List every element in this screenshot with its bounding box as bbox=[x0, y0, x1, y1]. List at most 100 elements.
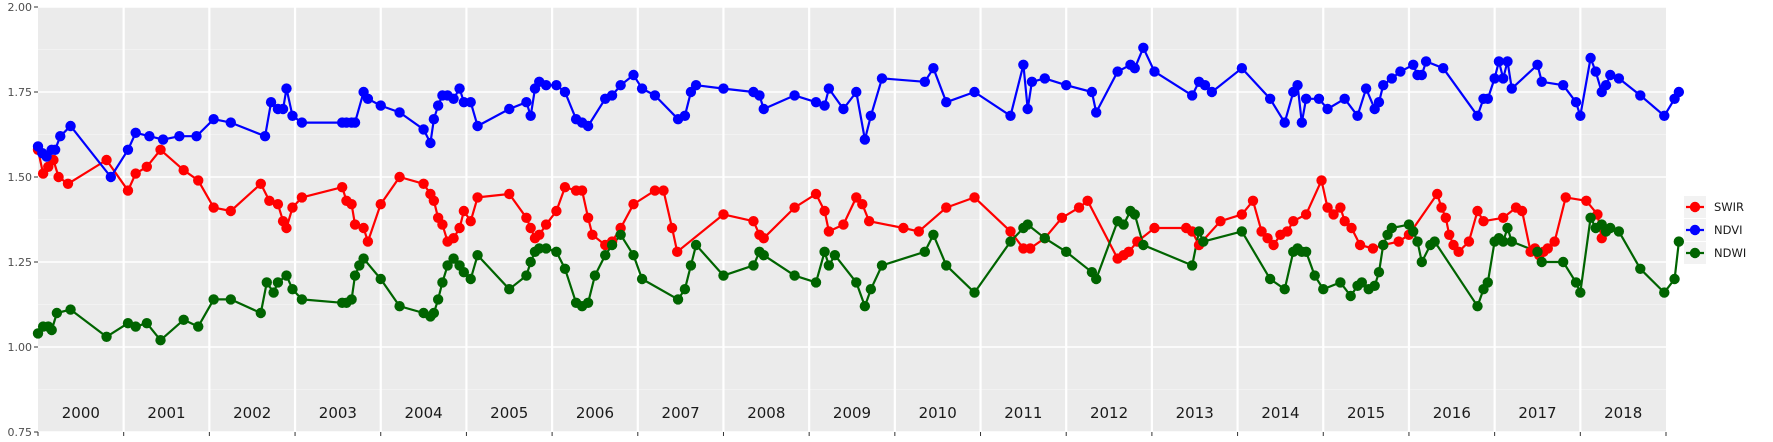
data-point-swir bbox=[838, 219, 849, 230]
data-point-swir bbox=[1444, 229, 1455, 240]
data-point-ndwi bbox=[789, 270, 800, 281]
data-point-ndwi bbox=[1373, 267, 1385, 278]
data-point-ndvi bbox=[1600, 80, 1612, 91]
data-point-ndvi bbox=[259, 131, 271, 142]
data-point-ndvi bbox=[49, 144, 61, 155]
data-point-ndvi bbox=[1395, 66, 1406, 77]
year-label-2002: 2002 bbox=[233, 404, 271, 422]
data-point-ndwi bbox=[521, 270, 532, 281]
data-point-ndvi bbox=[789, 90, 800, 101]
data-point-ndvi bbox=[1129, 62, 1140, 74]
data-point-ndvi bbox=[432, 100, 444, 111]
data-point-ndvi bbox=[1300, 93, 1312, 105]
data-point-ndvi bbox=[551, 80, 562, 91]
data-point-ndwi bbox=[758, 250, 769, 261]
data-point-ndvi bbox=[1502, 56, 1513, 67]
data-point-ndwi bbox=[155, 335, 166, 346]
data-point-ndvi bbox=[1264, 93, 1276, 105]
data-point-ndwi bbox=[1369, 280, 1380, 291]
data-point-ndwi bbox=[281, 270, 292, 281]
year-label-2009: 2009 bbox=[833, 404, 871, 422]
data-point-swir bbox=[346, 199, 357, 210]
data-point-ndwi bbox=[1378, 239, 1389, 251]
data-point-swir bbox=[1149, 222, 1160, 234]
data-point-swir bbox=[225, 205, 236, 217]
data-point-ndvi bbox=[1296, 117, 1308, 128]
data-point-ndwi bbox=[941, 260, 952, 271]
data-point-ndwi bbox=[1309, 270, 1320, 281]
data-point-swir bbox=[1236, 209, 1248, 220]
data-point-ndvi bbox=[208, 114, 219, 125]
data-point-ndwi bbox=[1386, 222, 1398, 234]
data-point-ndwi bbox=[1061, 246, 1072, 257]
data-point-ndwi bbox=[672, 294, 684, 305]
data-point-swir bbox=[208, 202, 219, 213]
data-point-ndwi bbox=[1575, 287, 1586, 298]
data-point-ndwi bbox=[1279, 284, 1290, 295]
data-point-swir bbox=[1288, 216, 1299, 227]
legend-key-point-ndwi bbox=[1689, 247, 1701, 259]
data-point-swir bbox=[658, 185, 669, 196]
data-point-ndvi bbox=[582, 120, 594, 132]
data-point-swir bbox=[1498, 212, 1509, 223]
data-point-ndwi bbox=[261, 277, 272, 288]
data-point-ndvi bbox=[606, 90, 618, 101]
data-point-ndvi bbox=[1199, 80, 1211, 91]
data-point-swir bbox=[1472, 205, 1483, 217]
data-point-ndwi bbox=[589, 270, 601, 281]
data-point-ndvi bbox=[919, 76, 931, 88]
data-point-ndvi bbox=[287, 110, 298, 122]
data-point-swir bbox=[130, 168, 141, 179]
data-point-ndvi bbox=[1605, 69, 1616, 81]
data-point-ndvi bbox=[55, 131, 66, 142]
data-point-ndwi bbox=[255, 307, 266, 319]
data-point-ndvi bbox=[191, 131, 202, 142]
data-point-swir bbox=[1354, 239, 1366, 251]
data-point-swir bbox=[1581, 195, 1592, 206]
data-point-ndwi bbox=[1482, 277, 1493, 288]
data-point-ndwi bbox=[1138, 239, 1149, 251]
data-point-swir bbox=[1282, 226, 1293, 237]
data-point-ndvi bbox=[1279, 117, 1290, 128]
data-point-ndvi bbox=[1005, 110, 1016, 122]
data-point-ndvi bbox=[810, 97, 822, 108]
data-point-swir bbox=[863, 216, 875, 227]
data-point-ndvi bbox=[472, 120, 483, 132]
data-point-swir bbox=[1440, 212, 1451, 223]
data-point-swir bbox=[789, 202, 800, 213]
data-point-ndvi bbox=[649, 90, 661, 101]
data-point-ndwi bbox=[540, 243, 552, 254]
data-point-swir bbox=[1393, 236, 1404, 247]
data-point-ndwi bbox=[51, 307, 63, 319]
data-point-swir bbox=[504, 188, 515, 200]
data-point-swir bbox=[1549, 236, 1560, 247]
year-label-2010: 2010 bbox=[919, 404, 957, 422]
data-point-ndwi bbox=[969, 287, 980, 298]
data-point-ndvi bbox=[465, 97, 476, 108]
data-point-ndwi bbox=[559, 263, 571, 274]
data-point-swir bbox=[448, 233, 459, 244]
data-point-ndwi bbox=[1335, 277, 1346, 288]
legend-label-ndwi: NDWI bbox=[1714, 246, 1746, 260]
data-point-ndvi bbox=[1472, 110, 1483, 122]
data-point-ndvi bbox=[349, 117, 361, 128]
data-point-ndvi bbox=[838, 103, 849, 115]
data-point-ndwi bbox=[628, 250, 639, 261]
data-point-ndwi bbox=[919, 246, 931, 257]
data-point-swir bbox=[810, 188, 822, 200]
data-point-ndwi bbox=[1022, 219, 1033, 230]
data-point-ndvi bbox=[1585, 52, 1596, 64]
data-point-ndvi bbox=[418, 124, 429, 135]
data-point-ndvi bbox=[375, 100, 386, 111]
data-point-ndwi bbox=[141, 318, 153, 329]
data-point-ndwi bbox=[1605, 222, 1616, 234]
data-point-ndwi bbox=[287, 284, 298, 295]
data-point-ndvi bbox=[823, 83, 835, 94]
year-label-2003: 2003 bbox=[319, 404, 357, 422]
data-point-ndwi bbox=[859, 301, 871, 312]
data-point-swir bbox=[898, 222, 909, 234]
year-label-2008: 2008 bbox=[747, 404, 785, 422]
year-label-2018: 2018 bbox=[1604, 404, 1642, 422]
data-point-ndwi bbox=[208, 294, 219, 305]
data-point-ndvi bbox=[1613, 73, 1625, 84]
